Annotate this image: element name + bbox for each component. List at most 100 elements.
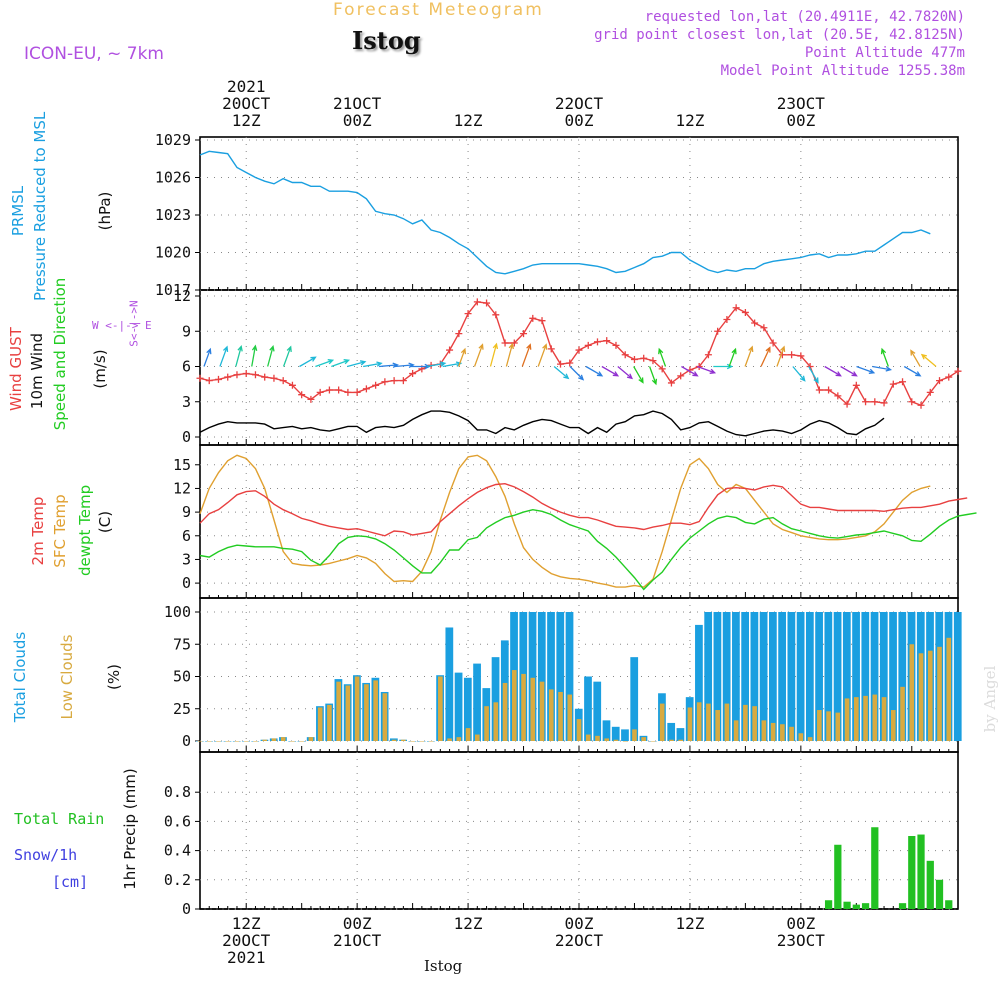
low-cloud-bar [290, 741, 295, 742]
low-cloud-bar [918, 653, 924, 741]
wind-arrow [910, 349, 921, 367]
wind-arrow [363, 361, 383, 368]
low-cloud-bar [280, 737, 286, 741]
total-cloud-bar [824, 612, 833, 741]
total-rain-label: Total Rain [14, 810, 105, 828]
rain-bar [824, 900, 833, 909]
gust-marker [852, 381, 860, 389]
wind-arrow [776, 345, 786, 367]
rain-bar [843, 901, 851, 909]
gust-marker [621, 351, 629, 359]
gust-marker [473, 298, 481, 306]
total-cloud-bar [621, 729, 629, 741]
gust-marker [825, 386, 833, 394]
temp-dewpt-label: dewpt Temp [76, 484, 94, 576]
footer-location: Istog [424, 957, 463, 975]
low-cloud-bar [696, 702, 702, 741]
low-cloud-bar [807, 737, 813, 741]
wind-arrow [299, 356, 317, 368]
rain-bar [945, 900, 953, 909]
wind-arrow [473, 343, 484, 367]
low-cloud-bar [410, 741, 415, 742]
gust-marker [917, 401, 925, 409]
low-cloud-bar [881, 697, 887, 741]
gust-marker [372, 381, 380, 389]
snow-label: Snow/1h [14, 846, 78, 864]
wind-arrow [792, 366, 806, 382]
wind-gust-label: Wind GUST [7, 327, 25, 411]
total-cloud-bar [445, 627, 454, 741]
gust-marker [584, 341, 592, 349]
low-cloud-bar [364, 684, 369, 741]
pressure-label-msl: Pressure Reduced to MSL [31, 111, 49, 301]
y-tick-label: 3 [182, 550, 191, 568]
total-clouds-label: Total Clouds [11, 631, 29, 723]
wind-arrow [658, 347, 667, 367]
low-cloud-bar [327, 704, 332, 741]
low-cloud-bar [428, 741, 434, 742]
gust-marker [862, 398, 870, 406]
total-cloud-bar [611, 726, 620, 741]
time-label-top: 12Z [232, 111, 261, 130]
panel-frame-1 [199, 136, 959, 291]
low-cloud-bar [632, 729, 637, 741]
total-cloud-bar [732, 612, 740, 741]
total-cloud-bar [787, 612, 796, 741]
low-cloud-bar [493, 702, 499, 741]
low-cloud-bar [733, 720, 739, 741]
gust-marker [704, 351, 712, 359]
grid-point-coords: grid point closest lon,lat (20.5E, 42.81… [594, 27, 965, 43]
y-tick-label: 25 [173, 700, 191, 718]
rain-bar [871, 827, 879, 909]
time-label-bottom: 00Z [565, 914, 594, 933]
time-label-top: 12Z [454, 111, 483, 130]
pressure-line [199, 150, 931, 275]
total-cloud-bar [750, 612, 759, 741]
wind-arrow [840, 365, 858, 377]
total-cloud-bar [454, 672, 463, 741]
total-cloud-bar [593, 681, 602, 741]
gust-marker [566, 359, 574, 367]
low-cloud-bar [770, 722, 776, 741]
wind-arrow [728, 347, 737, 367]
low-cloud-bar [604, 738, 610, 741]
forecast-title: Forecast Meteogram [333, 0, 544, 20]
low-cloud-bar [613, 739, 619, 741]
low-cloud-bar [576, 719, 582, 741]
time-label-bottom: 12Z [675, 914, 704, 933]
wind-arrow [760, 346, 771, 367]
low-cloud-bar [900, 686, 905, 741]
total-cloud-bar [815, 612, 823, 741]
wind-arrow [331, 359, 351, 368]
low-cloud-bar [927, 650, 933, 741]
low-cloud-bar [595, 735, 600, 741]
gust-marker [649, 357, 657, 365]
total-cloud-bar [953, 612, 962, 741]
wind-arrow [537, 343, 548, 367]
low-cloud-bar [299, 741, 304, 742]
gust-marker [815, 386, 823, 394]
low-clouds-label: Low Clouds [58, 634, 76, 720]
wind-arrow [649, 366, 658, 386]
gust-marker [936, 377, 944, 385]
wind-arrow [920, 353, 937, 367]
time-label-bottom: 00Z [786, 914, 815, 933]
wind-unit: (m/s) [91, 349, 109, 389]
total-cloud-bar [759, 612, 768, 741]
gust-marker [843, 400, 851, 408]
gust-marker [270, 374, 278, 382]
y-tick-label: 1026 [155, 169, 191, 187]
gust-marker [945, 373, 953, 381]
gust-marker [603, 337, 611, 345]
total-cloud-bar [528, 612, 537, 741]
gust-marker [612, 341, 620, 349]
gust-marker [658, 365, 666, 373]
y-tick-label: 12 [173, 287, 191, 305]
total-cloud-bar [889, 612, 897, 741]
low-cloud-bar [659, 703, 665, 741]
low-cloud-bar [456, 737, 462, 741]
gust-marker [483, 299, 491, 307]
y-tick-label: 0 [182, 900, 191, 918]
gust-marker [316, 388, 324, 396]
